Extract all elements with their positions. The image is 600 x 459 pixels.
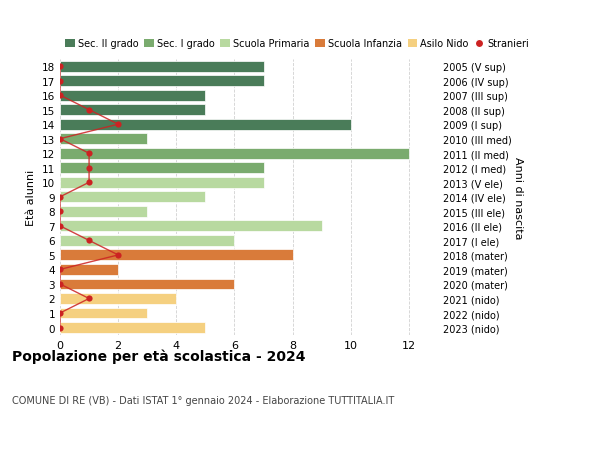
Point bbox=[55, 63, 65, 71]
Bar bbox=[60, 134, 147, 145]
Y-axis label: Età alunni: Età alunni bbox=[26, 169, 37, 225]
Point bbox=[55, 324, 65, 331]
Bar bbox=[60, 250, 293, 261]
Text: Popolazione per età scolastica - 2024: Popolazione per età scolastica - 2024 bbox=[12, 349, 305, 364]
Bar bbox=[60, 207, 147, 217]
Bar bbox=[60, 235, 235, 246]
Point bbox=[55, 194, 65, 201]
Point bbox=[84, 237, 94, 245]
Bar bbox=[60, 279, 235, 290]
Bar bbox=[60, 76, 263, 87]
Point bbox=[55, 78, 65, 85]
Bar bbox=[60, 119, 351, 130]
Point bbox=[55, 280, 65, 288]
Point bbox=[84, 150, 94, 157]
Bar bbox=[60, 221, 322, 232]
Y-axis label: Anni di nascita: Anni di nascita bbox=[513, 156, 523, 239]
Text: COMUNE DI RE (VB) - Dati ISTAT 1° gennaio 2024 - Elaborazione TUTTITALIA.IT: COMUNE DI RE (VB) - Dati ISTAT 1° gennai… bbox=[12, 395, 394, 405]
Point bbox=[55, 136, 65, 143]
Point bbox=[55, 208, 65, 216]
Point bbox=[55, 92, 65, 100]
Point bbox=[55, 223, 65, 230]
Legend: Sec. II grado, Sec. I grado, Scuola Primaria, Scuola Infanzia, Asilo Nido, Stran: Sec. II grado, Sec. I grado, Scuola Prim… bbox=[65, 39, 529, 49]
Point bbox=[84, 295, 94, 302]
Bar bbox=[60, 308, 147, 319]
Point bbox=[55, 310, 65, 317]
Bar bbox=[60, 105, 205, 116]
Bar bbox=[60, 293, 176, 304]
Point bbox=[113, 121, 123, 129]
Bar bbox=[60, 90, 205, 101]
Point bbox=[113, 252, 123, 259]
Bar bbox=[60, 322, 205, 333]
Point bbox=[84, 179, 94, 186]
Bar bbox=[60, 178, 263, 188]
Bar bbox=[60, 163, 263, 174]
Bar bbox=[60, 148, 409, 159]
Point bbox=[84, 107, 94, 114]
Point bbox=[55, 266, 65, 274]
Bar bbox=[60, 192, 205, 203]
Bar bbox=[60, 264, 118, 275]
Bar bbox=[60, 62, 263, 73]
Point bbox=[84, 165, 94, 172]
